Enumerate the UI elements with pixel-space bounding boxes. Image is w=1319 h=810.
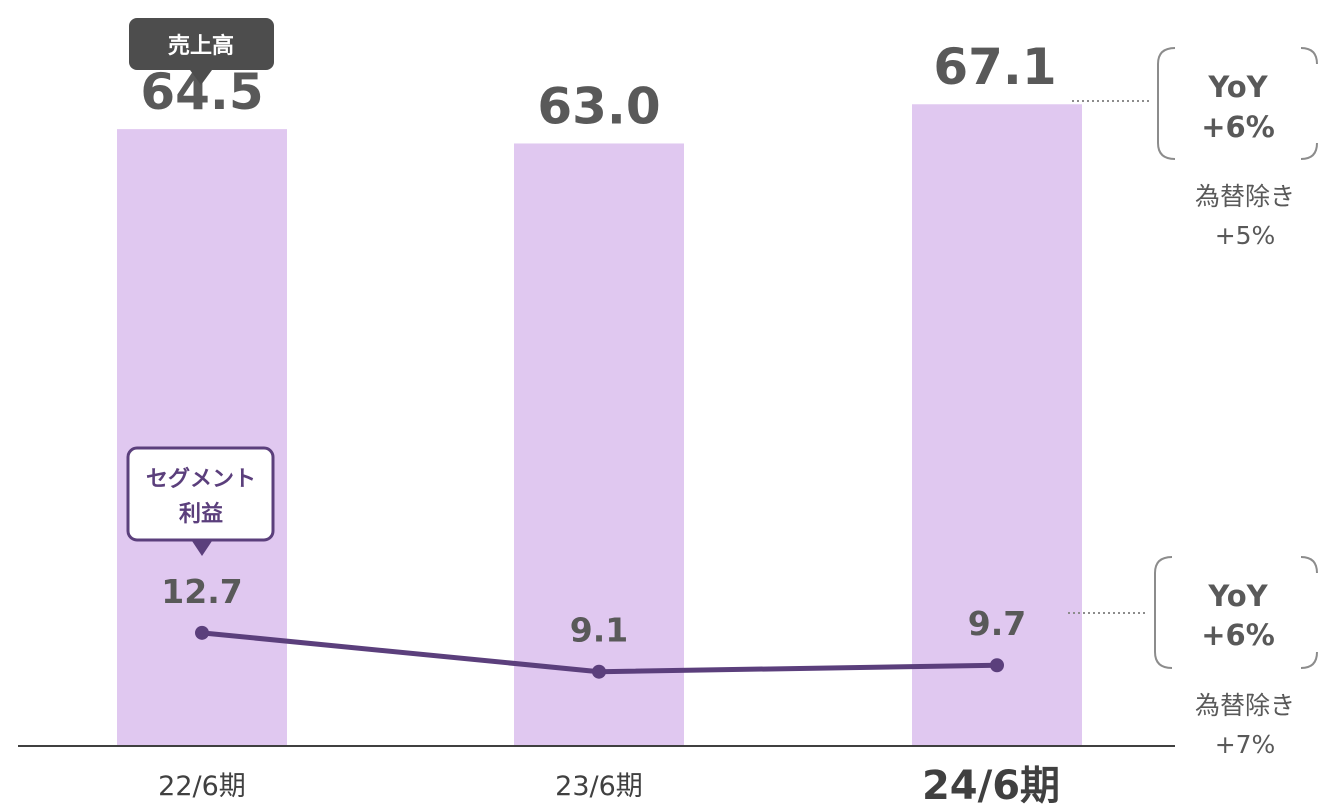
category-labels: 22/6期 23/6期 24/6期 <box>158 763 1060 809</box>
segment-profit-points <box>195 625 1004 679</box>
profit-fx-label: 為替除き <box>1195 691 1295 720</box>
sales-yoy-annotation: YoY +6% 為替除き +5% <box>1072 47 1318 250</box>
bars-group <box>117 104 1082 747</box>
profit-yoy-bracket-left <box>1154 556 1173 669</box>
segment-profit-point-1 <box>195 625 209 640</box>
segment-profit-value-labels: 12.7 9.1 9.7 <box>161 572 1026 650</box>
category-label-2: 23/6期 <box>555 771 643 802</box>
profit-yoy-label: YoY <box>1207 579 1268 613</box>
segment-profit-value-label-3: 9.7 <box>968 604 1026 643</box>
category-label-3: 24/6期 <box>922 763 1060 809</box>
sales-yoy-bracket-right <box>1300 47 1318 160</box>
profit-fx-value: +7% <box>1215 730 1276 759</box>
sales-fx-label: 為替除き <box>1195 182 1295 211</box>
bar-value-label-3: 67.1 <box>933 38 1056 96</box>
profit-yoy-value: +6% <box>1201 618 1275 652</box>
profit-yoy-annotation: YoY +6% 為替除き +7% <box>1068 556 1318 759</box>
sales-callout: 売上高 <box>129 18 274 85</box>
segment-callout-line2: 利益 <box>179 501 223 527</box>
segment-profit-point-3 <box>990 658 1004 673</box>
segment-callout-line1: セグメント <box>146 466 256 492</box>
segment-profit-point-2 <box>592 664 606 679</box>
sales-yoy-bracket-left <box>1157 47 1176 160</box>
bar-1 <box>117 129 287 747</box>
category-label-1: 22/6期 <box>158 771 246 802</box>
bar-2 <box>514 143 684 746</box>
profit-yoy-bracket-right <box>1300 556 1318 669</box>
sales-yoy-value: +6% <box>1201 110 1275 144</box>
bar-value-label-2: 63.0 <box>537 77 660 135</box>
segment-profit-value-label-1: 12.7 <box>161 572 242 611</box>
segment-callout: セグメント 利益 <box>126 446 275 556</box>
sales-fx-value: +5% <box>1215 221 1276 250</box>
sales-yoy-label: YoY <box>1207 70 1268 104</box>
bar-3 <box>912 104 1082 746</box>
sales-callout-label: 売上高 <box>168 33 234 59</box>
segment-profit-value-label-2: 9.1 <box>570 611 628 650</box>
